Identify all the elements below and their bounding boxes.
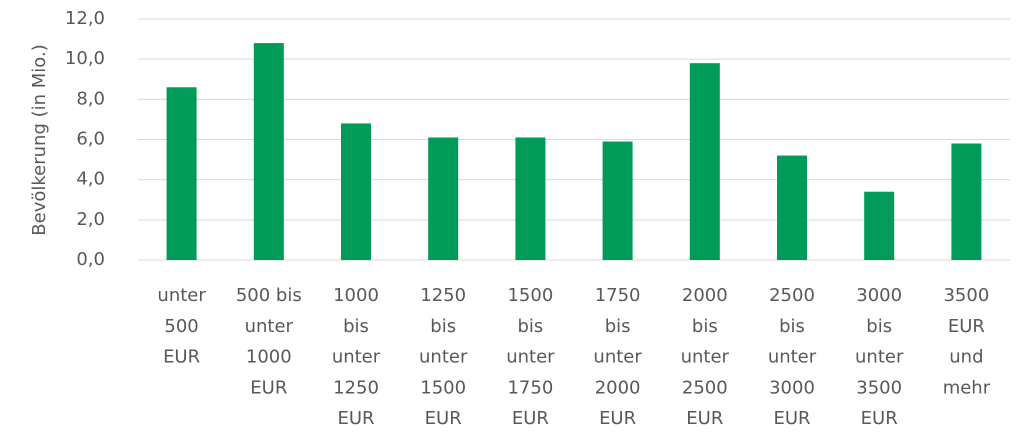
bar (166, 87, 197, 261)
y-tick-label: 4,0 (76, 169, 105, 190)
x-tick-label: 3000 bis unter 3500 EUR (855, 285, 904, 429)
bar (951, 143, 982, 260)
x-tick-label-line: unter (768, 347, 817, 368)
x-tick-label-line: EUR (861, 408, 898, 429)
x-tick-label-line: bis (692, 316, 718, 337)
bar (864, 191, 895, 260)
x-tick-label-line: 1500 (507, 285, 553, 306)
y-tick-label: 2,0 (76, 209, 105, 230)
x-tick-label-line: 3000 (769, 377, 815, 398)
x-tick-label: 2000 bis unter 2500 EUR (681, 285, 730, 429)
x-tick-label-line: 2000 (595, 377, 641, 398)
x-tick-label-line: EUR (686, 408, 723, 429)
x-tick-label-line: 500 (164, 316, 198, 337)
x-tick-label-line: 1250 (420, 285, 466, 306)
x-tick-label-line: bis (430, 316, 456, 337)
x-tick-label-line: bis (779, 316, 805, 337)
x-tick-label-line: 2500 (682, 377, 728, 398)
x-tick-label-line: EUR (425, 408, 462, 429)
x-tick-label: 500 bis unter 1000 EUR (236, 285, 302, 398)
x-tick-label-line: unter (855, 347, 904, 368)
x-tick-label-line: 3000 (856, 285, 902, 306)
y-tick-label: 6,0 (76, 129, 105, 150)
x-tick-label-line: 2000 (682, 285, 728, 306)
x-tick-label-line: unter (419, 347, 468, 368)
bar (341, 123, 371, 260)
x-tick-label: 1000 bis unter 1250 EUR (332, 285, 381, 429)
x-tick-label-line: 500 bis (236, 285, 302, 306)
x-tick-label-line: bis (866, 316, 892, 337)
x-tick-label-line: 3500 (943, 285, 989, 306)
x-tick-label-line: 2500 (769, 285, 815, 306)
x-tick-label-line: unter (506, 347, 555, 368)
x-tick-label-line: EUR (250, 377, 287, 398)
bar (428, 137, 459, 260)
bar (602, 141, 633, 260)
x-tick-label-line: bis (605, 316, 631, 337)
y-tick-label: 8,0 (76, 88, 105, 109)
x-tick-label-line: unter (245, 316, 294, 337)
x-tick-label-line: bis (343, 316, 369, 337)
x-tick-label-line: 1000 (333, 285, 379, 306)
bar (689, 63, 720, 260)
x-tick-label: 2500 bis unter 3000 EUR (768, 285, 817, 429)
x-tick-label: unter 500 EUR (157, 285, 206, 368)
x-tick-label-line: und (949, 347, 983, 368)
x-tick-label-line: unter (681, 347, 730, 368)
x-tick-label-line: 1250 (333, 377, 379, 398)
bar (253, 43, 284, 260)
x-tick-label-line: mehr (943, 377, 991, 398)
y-tick-label: 0,0 (76, 249, 105, 270)
x-tick-label-line: unter (157, 285, 206, 306)
x-tick-label: 1500 bis unter 1750 EUR (506, 285, 555, 429)
y-tick-label: 10,0 (65, 48, 105, 69)
x-tick-label: 1250 bis unter 1500 EUR (419, 285, 468, 429)
x-tick-label-line: bis (517, 316, 543, 337)
x-tick-label-line: 1750 (595, 285, 641, 306)
y-axis-label: Bevölkerung (in Mio.) (29, 44, 50, 235)
x-tick-label: 3500 EUR und mehr (943, 285, 991, 398)
x-tick-label-line: EUR (512, 408, 549, 429)
x-tick-label-line: EUR (337, 408, 374, 429)
x-tick-label-line: unter (332, 347, 381, 368)
x-tick-label-line: 3500 (856, 377, 902, 398)
x-tick-label-line: EUR (948, 316, 985, 337)
x-tick-label-line: 1000 (246, 347, 292, 368)
x-tick-label: 1750 bis unter 2000 EUR (593, 285, 642, 429)
x-tick-label-line: 1500 (420, 377, 466, 398)
x-tick-label-line: EUR (163, 347, 200, 368)
x-tick-label-line: 1750 (507, 377, 553, 398)
x-tick-label-line: EUR (599, 408, 636, 429)
x-tick-label-line: unter (593, 347, 642, 368)
y-tick-label: 12,0 (65, 8, 105, 29)
bar (777, 155, 807, 260)
bar (515, 137, 546, 260)
x-tick-label-line: EUR (773, 408, 810, 429)
